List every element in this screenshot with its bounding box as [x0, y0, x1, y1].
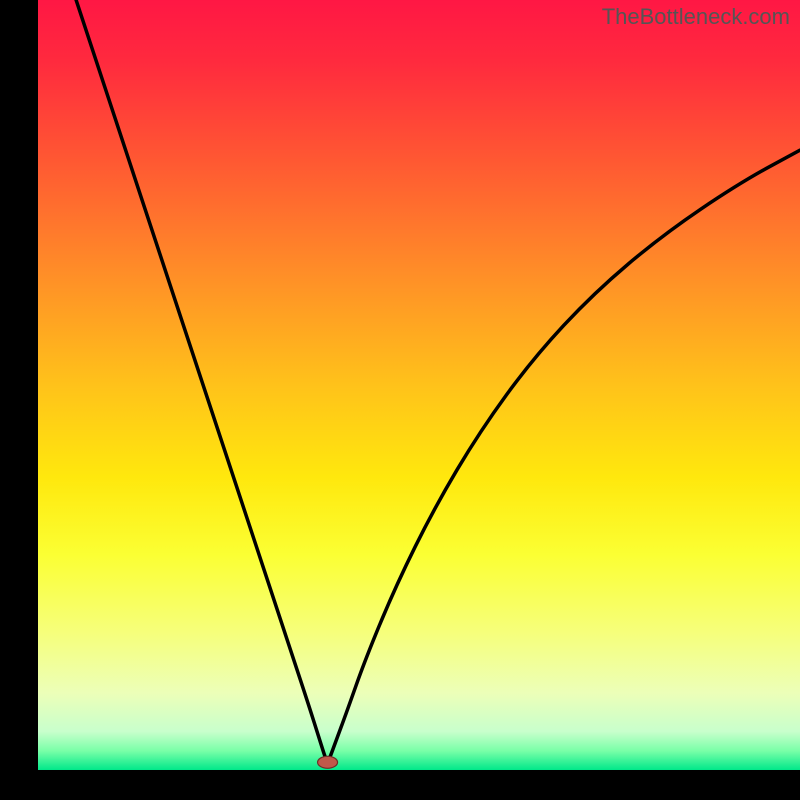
watermark-text: TheBottleneck.com: [602, 4, 790, 30]
optimum-marker: [318, 756, 338, 768]
chart-container: TheBottleneck.com: [0, 0, 800, 800]
plot-background-gradient: [38, 0, 800, 770]
bottleneck-chart: [0, 0, 800, 800]
